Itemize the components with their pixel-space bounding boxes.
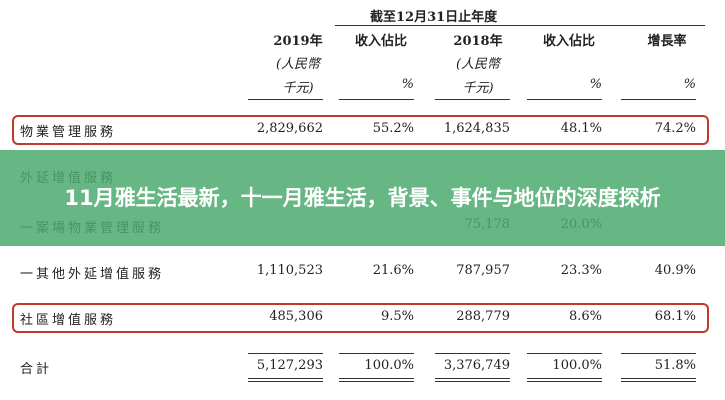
rule [339, 378, 414, 379]
cell: 100.0% [364, 358, 414, 373]
cell: 9.5% [380, 309, 414, 324]
column-title: 2019年 [273, 34, 323, 49]
rule [435, 378, 510, 379]
cell: 55.2% [372, 121, 414, 136]
row-highlight [12, 115, 709, 145]
cell: 787,957 [456, 263, 510, 278]
cell: 40.9% [654, 263, 696, 278]
row-highlight [12, 303, 709, 333]
row-label: 一其他外延增值服務 [20, 267, 165, 282]
rule [248, 381, 323, 382]
rule [339, 353, 414, 354]
rule [248, 99, 323, 100]
column-unit: (人民幣 [275, 57, 321, 72]
rule [621, 381, 696, 382]
rule [435, 381, 510, 382]
cell: 8.6% [568, 309, 602, 324]
column-unit: 千元) [462, 81, 494, 96]
rule [621, 353, 696, 354]
rule [527, 99, 602, 100]
rule [339, 381, 414, 382]
column-title: 收入佔比 [354, 34, 407, 49]
column-unit: % [683, 77, 696, 92]
cell: 2,829,662 [256, 121, 323, 136]
column-title: 增長率 [647, 34, 687, 49]
banner-title: 11月雅生活最新，十一月雅生活，背景、事件与地位的深度探析 [64, 186, 661, 210]
cell: 23.3% [560, 263, 602, 278]
cell: 1,110,523 [256, 263, 323, 278]
column-unit: (人民幣 [455, 57, 501, 72]
banner: 11月雅生活最新，十一月雅生活，背景、事件与地位的深度探析 [0, 150, 725, 246]
rule [435, 99, 510, 100]
column-unit: % [401, 77, 414, 92]
rule [248, 378, 323, 379]
column-title: 收入佔比 [542, 34, 595, 49]
row-label: 物業管理服務 [20, 125, 117, 140]
column-unit: % [589, 77, 602, 92]
rule [621, 378, 696, 379]
cell: 100.0% [552, 358, 602, 373]
column-title: 2018年 [453, 34, 503, 49]
cell: 68.1% [654, 309, 696, 324]
cell: 1,624,835 [443, 121, 510, 136]
rule [435, 353, 510, 354]
rule [339, 99, 414, 100]
row-label: 社區增值服務 [20, 313, 117, 328]
cell: 5,127,293 [256, 358, 323, 373]
cell: 74.2% [654, 121, 696, 136]
rule [621, 99, 696, 100]
cell: 485,306 [269, 309, 323, 324]
rule [527, 378, 602, 379]
cell: 21.6% [372, 263, 414, 278]
cell: 288,779 [456, 309, 510, 324]
rule [527, 381, 602, 382]
column-unit: 千元) [282, 81, 314, 96]
cell: 48.1% [560, 121, 602, 136]
cell: 3,376,749 [443, 358, 510, 373]
period: 截至12月31日止年度 [370, 10, 498, 25]
rule [248, 353, 323, 354]
row-label: 合計 [20, 362, 53, 377]
rule [335, 25, 705, 26]
rule [527, 353, 602, 354]
cell: 51.8% [654, 358, 696, 373]
